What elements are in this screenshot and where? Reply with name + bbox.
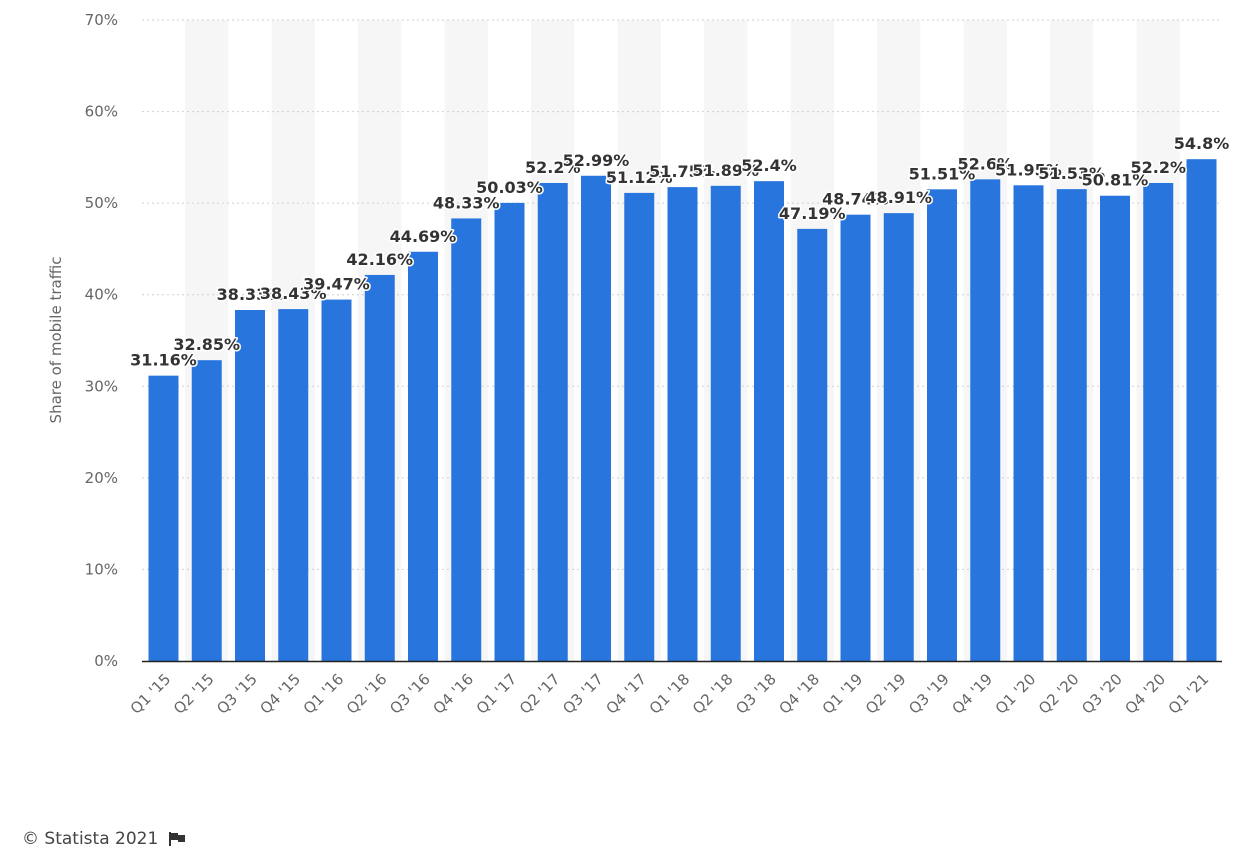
data-label: 52.4% bbox=[741, 156, 797, 175]
x-tick-label: Q1 '20 bbox=[992, 670, 1040, 718]
y-axis-ticks: 0% 10% 20% 30% 40% 50% 60% 70% bbox=[85, 11, 118, 670]
data-label: 42.16% bbox=[346, 250, 413, 269]
y-axis-title: Share of mobile traffic bbox=[47, 257, 65, 424]
y-tick-label: 0% bbox=[94, 652, 118, 670]
bar[interactable] bbox=[840, 214, 871, 662]
x-tick-label: Q1 '16 bbox=[300, 670, 348, 718]
data-labels: 31.16%32.85% 38.33%38.43%39.47% 42.16% 44.6… bbox=[129, 133, 1231, 371]
x-tick-label: Q1 '18 bbox=[646, 670, 694, 718]
data-label: 52.2% bbox=[1130, 158, 1186, 177]
bar[interactable] bbox=[494, 202, 525, 661]
bar[interactable] bbox=[235, 310, 265, 661]
y-tick-label: 20% bbox=[85, 469, 118, 487]
y-tick-label: 40% bbox=[85, 286, 118, 304]
bar[interactable] bbox=[1013, 185, 1044, 661]
bar[interactable] bbox=[797, 228, 828, 661]
x-tick-label: Q2 '17 bbox=[516, 670, 564, 718]
data-label: 31.16% bbox=[130, 351, 197, 370]
data-label: 51.75% bbox=[649, 162, 716, 181]
data-label: 52.2% bbox=[525, 158, 581, 177]
data-label: 50.81% bbox=[1082, 171, 1149, 190]
data-label: 48.33% bbox=[433, 193, 500, 212]
x-tick-label: Q3 '18 bbox=[732, 670, 780, 718]
flag-icon[interactable] bbox=[168, 831, 186, 847]
bar[interactable] bbox=[1056, 189, 1087, 661]
x-tick-label: Q4 '20 bbox=[1121, 670, 1169, 718]
bar[interactable] bbox=[1186, 159, 1217, 661]
x-tick-label: Q1 '17 bbox=[473, 670, 521, 718]
data-label: 38.33% bbox=[217, 285, 284, 304]
y-tick-label: 50% bbox=[85, 194, 118, 212]
bar[interactable] bbox=[927, 189, 957, 662]
x-tick-label: Q2 '18 bbox=[689, 670, 737, 718]
data-label: 54.8% bbox=[1174, 134, 1230, 153]
data-label: 51.53% bbox=[1038, 164, 1105, 183]
x-tick-label: Q3 '15 bbox=[213, 670, 261, 718]
y-tick-label: 30% bbox=[85, 377, 118, 395]
bar[interactable] bbox=[278, 309, 309, 661]
data-label: 48.91% bbox=[865, 188, 932, 207]
data-label: 52.6% bbox=[957, 154, 1013, 173]
data-label: 38.43% bbox=[260, 284, 327, 303]
x-tick-label: Q1 '21 bbox=[1165, 670, 1213, 718]
x-tick-label: Q4 '19 bbox=[948, 670, 996, 718]
bar[interactable] bbox=[667, 187, 698, 661]
bar[interactable] bbox=[1100, 195, 1130, 661]
y-tick-label: 60% bbox=[85, 103, 118, 121]
x-tick-label: Q2 '20 bbox=[1035, 670, 1083, 718]
footer: © Statista 2021 bbox=[22, 829, 186, 849]
bar[interactable] bbox=[408, 251, 438, 662]
bar[interactable] bbox=[883, 213, 914, 661]
x-tick-label: Q3 '16 bbox=[386, 670, 434, 718]
copyright-text[interactable]: © Statista 2021 bbox=[22, 829, 159, 849]
data-label: 51.89% bbox=[692, 161, 759, 180]
data-label: 50.03% bbox=[476, 178, 543, 197]
x-tick-label: Q2 '16 bbox=[343, 670, 391, 718]
bar[interactable] bbox=[451, 218, 482, 661]
x-tick-label: Q2 '19 bbox=[862, 670, 910, 718]
data-label: 47.19% bbox=[779, 204, 846, 223]
x-tick-label: Q2 '15 bbox=[170, 670, 218, 718]
data-label: 51.12% bbox=[606, 168, 673, 187]
x-tick-label: Q1 '15 bbox=[127, 670, 175, 718]
data-label: 48.74% bbox=[822, 190, 889, 209]
x-tick-label: Q4 '16 bbox=[429, 670, 477, 718]
bar[interactable] bbox=[191, 360, 222, 661]
x-tick-label: Q1 '19 bbox=[819, 670, 867, 718]
bar[interactable] bbox=[970, 179, 1001, 661]
data-label: 32.85% bbox=[173, 335, 240, 354]
bar-chart: 0% 10% 20% 30% 40% 50% 60% 70% Share of mobile … bbox=[47, 11, 1231, 718]
bar[interactable] bbox=[624, 192, 655, 662]
data-label: 44.69% bbox=[390, 227, 457, 246]
bar[interactable] bbox=[537, 182, 568, 662]
x-tick-label: Q3 '17 bbox=[559, 670, 607, 718]
x-tick-label: Q4 '18 bbox=[775, 670, 823, 718]
bar[interactable] bbox=[364, 274, 395, 661]
bar[interactable] bbox=[148, 375, 179, 661]
bar[interactable] bbox=[754, 181, 784, 661]
y-tick-label: 10% bbox=[85, 560, 118, 578]
bar[interactable] bbox=[581, 175, 611, 661]
x-tick-label: Q3 '19 bbox=[905, 670, 953, 718]
x-tick-label: Q3 '20 bbox=[1078, 670, 1126, 718]
bar[interactable] bbox=[321, 299, 352, 661]
data-label: 51.51% bbox=[909, 164, 976, 183]
x-tick-label: Q4 '17 bbox=[602, 670, 650, 718]
bars bbox=[148, 159, 1217, 662]
x-tick-label: Q4 '15 bbox=[256, 670, 304, 718]
data-label: 51.95% bbox=[995, 160, 1062, 179]
y-tick-label: 70% bbox=[85, 11, 118, 29]
bar[interactable] bbox=[710, 185, 741, 661]
data-label: 39.47% bbox=[303, 275, 370, 294]
bar[interactable] bbox=[1143, 182, 1174, 662]
data-label: 52.99% bbox=[563, 151, 630, 170]
